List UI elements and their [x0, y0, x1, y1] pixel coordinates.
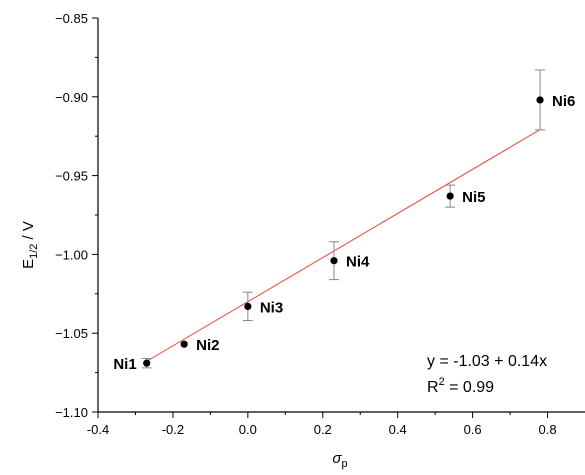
x-tick-label: 0.6 — [464, 422, 482, 437]
x-tick-label: 0.2 — [314, 422, 332, 437]
x-axis-title-main: σ — [332, 450, 342, 467]
point-label-ni3: Ni3 — [260, 299, 283, 316]
x-tick-label: 0.0 — [239, 422, 257, 437]
data-point-ni3 — [244, 302, 252, 311]
fit-equation: y = -1.03 + 0.14x — [427, 353, 547, 370]
fit-r-squared-value: = 0.99 — [445, 379, 494, 396]
x-tick-label: -0.2 — [162, 422, 184, 437]
data-point-ni6 — [536, 96, 544, 104]
y-axis-title-sub: 1/2 — [28, 244, 40, 259]
fit-r-squared: R2 = 0.99 — [427, 376, 494, 396]
y-tick-label: −1.05 — [55, 326, 88, 341]
y-tick-label: −1.10 — [55, 405, 88, 420]
point-label-ni6: Ni6 — [552, 93, 575, 110]
y-axis-title: E1/2 / V — [20, 221, 40, 269]
y-axis-title-main: E — [20, 259, 37, 269]
fit-r-squared-prefix: R — [427, 379, 439, 396]
data-point-ni5 — [446, 192, 454, 200]
data-point-ni4 — [330, 257, 338, 265]
point-label-ni5: Ni5 — [462, 189, 485, 206]
x-axis-title: σp — [332, 450, 347, 470]
x-tick-label: 0.4 — [389, 422, 407, 437]
point-label-ni4: Ni4 — [346, 254, 370, 271]
data-point-ni1 — [143, 359, 151, 367]
y-tick-label: −0.95 — [55, 169, 88, 184]
point-label-ni1: Ni1 — [113, 356, 136, 373]
y-tick-label: −0.90 — [55, 90, 88, 105]
x-axis-title-sub: p — [341, 458, 347, 470]
fit-line — [146, 129, 541, 362]
fit-r-squared-sup: 2 — [439, 376, 445, 388]
point-label-ni2: Ni2 — [196, 337, 219, 354]
y-tick-label: −1.00 — [55, 247, 88, 262]
x-tick-label: -0.4 — [87, 422, 109, 437]
y-axis-title-suffix: / V — [20, 221, 37, 244]
data-point-ni2 — [180, 340, 188, 348]
x-tick-label: 0.8 — [538, 422, 556, 437]
y-tick-label: −0.85 — [55, 11, 88, 26]
